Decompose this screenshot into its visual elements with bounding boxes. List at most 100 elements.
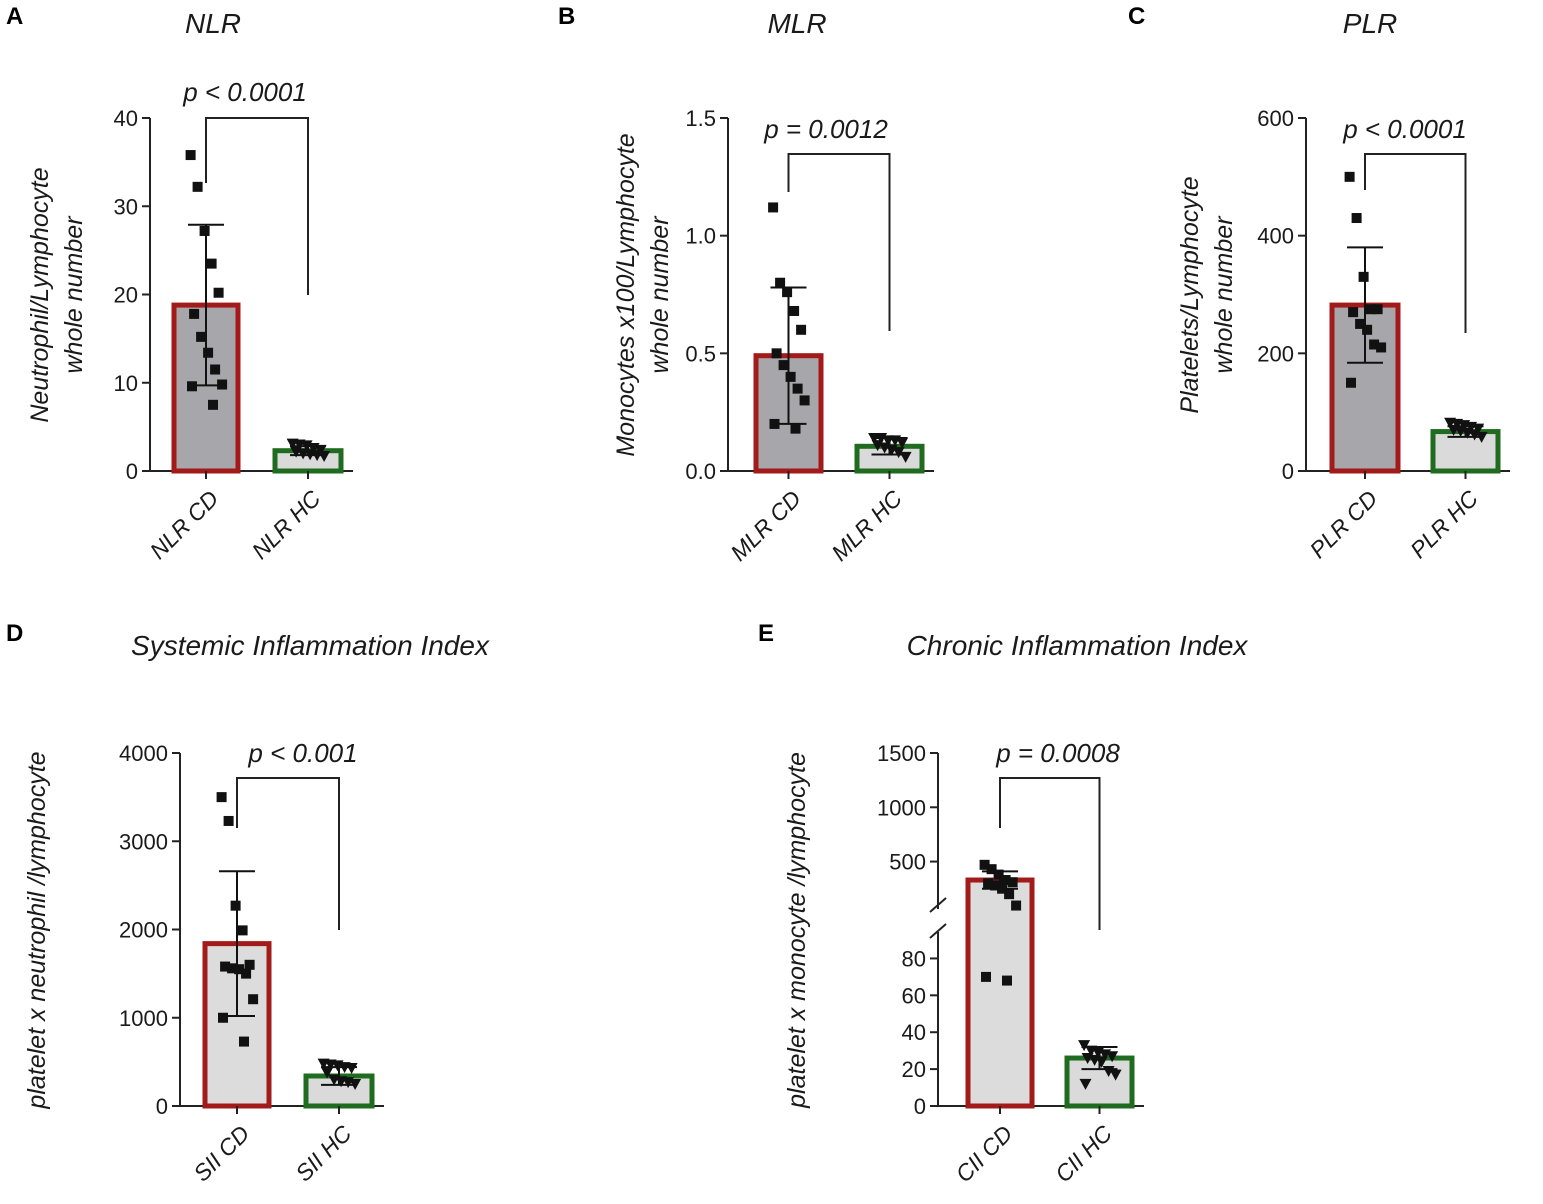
y-tick-label: 1.0 (685, 224, 716, 249)
x-tick-label: MLR CD (725, 485, 806, 566)
x-tick-label: PLR CD (1304, 485, 1382, 563)
significance-bracket (999, 777, 1101, 930)
data-point (218, 1012, 228, 1023)
chart-title: Systemic Inflammation Index (131, 630, 490, 661)
data-point (234, 964, 245, 975)
y-tick-label: 0.5 (685, 341, 716, 366)
data-point (799, 395, 810, 406)
y-tick-label: 2000 (119, 918, 168, 943)
y-tick-label: 1000 (119, 1006, 168, 1031)
x-tick-text: NLR HC (247, 485, 326, 564)
y-axis-label: platelet x neutrophil /lymphocyte (23, 751, 51, 1109)
y-axis-label-line: whole number (1210, 215, 1238, 374)
data-point (206, 258, 217, 269)
y-tick-label: 80 (902, 946, 926, 971)
data-point (768, 202, 779, 213)
panel-letter: E (758, 620, 774, 647)
data-point (1102, 1065, 1115, 1077)
panel-b: B MLR Monocytes x100/Lymphocyte whole numbe… (558, 3, 934, 566)
data-point (1362, 324, 1373, 335)
data-point (1095, 1056, 1108, 1068)
panel-letter: D (6, 620, 23, 647)
data-point (321, 1067, 334, 1079)
data-point (248, 994, 259, 1005)
data-point (210, 364, 221, 375)
y-tick-label: 1.5 (685, 106, 716, 131)
y-axis-label: platelet x monocyte /lymphocyte (783, 752, 811, 1109)
data-point (237, 925, 248, 936)
y-tick-label: 200 (1257, 341, 1294, 366)
data-point (349, 1078, 362, 1090)
y-tick-label: 400 (1257, 224, 1294, 249)
data-point (1351, 213, 1362, 224)
p-value-label: p = 0.0012 (763, 114, 888, 144)
x-tick-text: CII CD (950, 1120, 1017, 1187)
y-axis-label-line: whole number (646, 215, 674, 374)
data-point (213, 287, 224, 298)
y-axis-label-line: platelet x neutrophil /lymphocyte (23, 751, 51, 1109)
data-point (345, 1063, 358, 1075)
y-tick-label: 0.0 (685, 459, 716, 484)
data-point (986, 864, 997, 875)
data-point (1358, 271, 1369, 282)
x-tick-label: PLR HC (1405, 485, 1483, 563)
panel-c: C PLR Platelets/Lymphocyte whole number 0 200… (1128, 3, 1510, 563)
data-point (1355, 318, 1366, 329)
axis-break-mark (929, 897, 947, 913)
data-point (1475, 431, 1488, 443)
data-point (990, 880, 1001, 891)
data-point (979, 859, 990, 870)
y-tick-label: 3000 (119, 829, 168, 854)
data-point (239, 1036, 249, 1047)
data-point (318, 450, 331, 462)
data-point (196, 331, 207, 342)
chart-title: NLR (185, 8, 241, 39)
significance-bracket (236, 777, 340, 930)
data-point (241, 968, 252, 979)
x-tick-text: CII HC (1050, 1120, 1117, 1187)
data-point (769, 418, 780, 429)
data-point (981, 971, 991, 982)
y-tick-label: 20 (902, 1057, 926, 1082)
panel-d: D Systemic Inflammation Index platelet x n… (6, 620, 490, 1186)
bar (965, 877, 1035, 1109)
data-point (796, 324, 807, 335)
data-point (216, 792, 227, 803)
y-axis-label: Platelets/Lymphocyte whole number (1176, 176, 1238, 413)
y-tick-label: 10 (114, 371, 138, 396)
data-point (1078, 1040, 1091, 1052)
data-point (782, 287, 793, 298)
x-tick-text: SII CD (188, 1120, 254, 1186)
p-value-label: p < 0.0001 (1342, 114, 1467, 144)
data-point (227, 963, 238, 974)
p-value-label: p = 0.0008 (995, 738, 1120, 768)
data-point (1109, 1069, 1122, 1081)
x-tick-label: SII CD (188, 1120, 254, 1186)
data-point (217, 379, 228, 390)
y-tick-label: 40 (114, 106, 138, 131)
data-point (792, 383, 803, 394)
y-tick-label: 4000 (119, 741, 168, 766)
data-point (1365, 304, 1376, 315)
data-point (192, 181, 203, 192)
y-axis-label-line: Platelets/Lymphocyte (1176, 176, 1204, 413)
y-tick-label: 30 (114, 194, 138, 219)
data-point (1106, 1051, 1119, 1063)
data-point (1376, 342, 1387, 353)
data-point (892, 447, 905, 459)
data-point (997, 883, 1008, 894)
data-point (1472, 423, 1485, 435)
significance-bracket (787, 153, 891, 331)
panel-e: E Chronic Inflammation Index platelet x mo… (758, 620, 1248, 1187)
x-tick-label: MLR HC (826, 485, 907, 566)
y-tick-label: 0 (126, 459, 138, 484)
data-point (189, 308, 200, 319)
x-tick-label: CII CD (950, 1120, 1017, 1187)
x-tick-text: NLR CD (145, 485, 224, 564)
panel-letter: A (6, 3, 23, 30)
data-point (1344, 171, 1355, 182)
data-point (1011, 900, 1022, 911)
x-tick-text: PLR HC (1405, 485, 1483, 563)
p-value-label: p < 0.0001 (182, 77, 307, 107)
